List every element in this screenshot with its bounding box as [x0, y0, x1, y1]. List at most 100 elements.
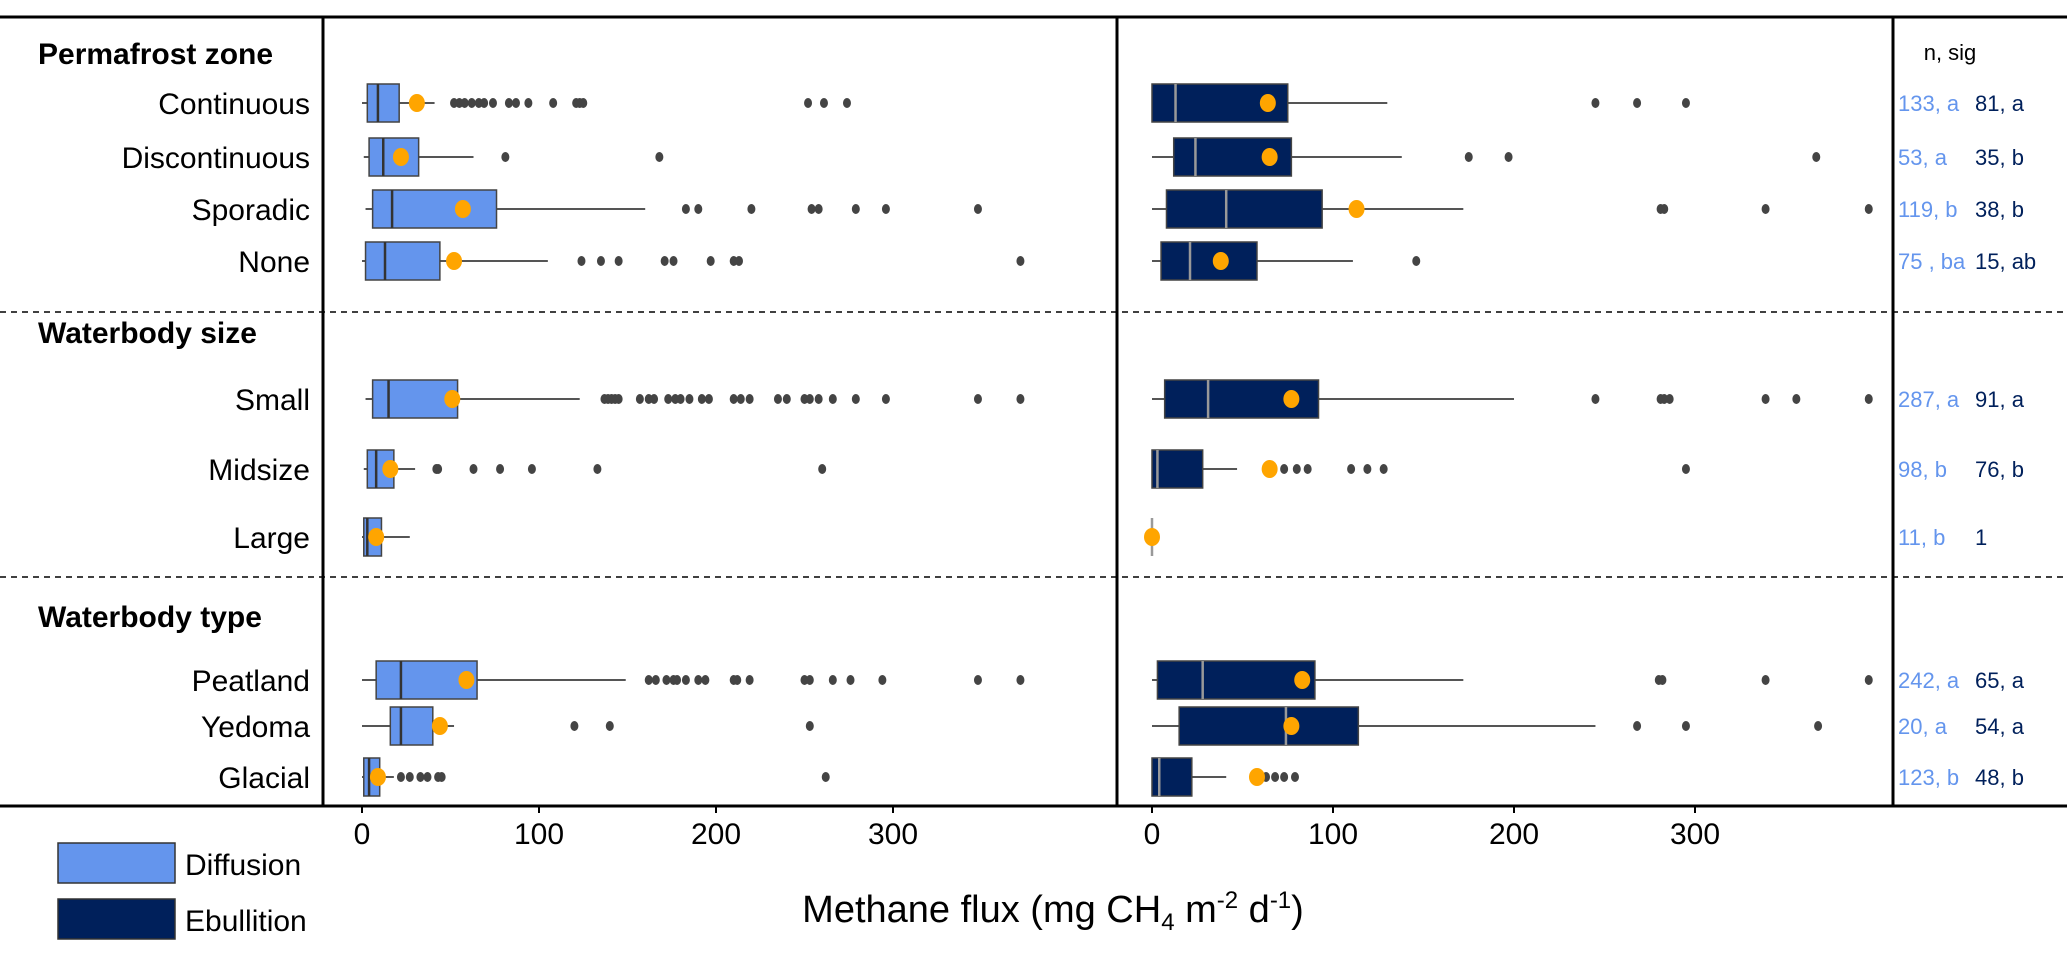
ebullition-tick-label: 100: [1308, 818, 1358, 851]
diffusion-n-sig: 123, b: [1898, 765, 1959, 790]
category-label: Continuous: [158, 88, 310, 121]
ebullition-box-discontinuous: [1152, 137, 1821, 177]
outlier-point: [805, 721, 814, 731]
iqr-box: [1178, 706, 1360, 746]
mean-point: [1248, 768, 1265, 786]
mean-point: [1259, 94, 1276, 112]
outlier-point: [614, 394, 623, 404]
outlier-point: [570, 721, 579, 731]
outlier-point: [1761, 394, 1770, 404]
outlier-point: [1814, 721, 1823, 731]
ebullition-box-sporadic: [1152, 189, 1873, 229]
outlier-point: [605, 721, 614, 731]
outlier-point: [729, 394, 738, 404]
outlier-point: [579, 98, 588, 108]
outlier-point: [1280, 772, 1289, 782]
diffusion-n-sig: 98, b: [1898, 457, 1947, 482]
outlier-point: [437, 772, 446, 782]
outlier-point: [577, 256, 586, 266]
mean-point: [1212, 252, 1229, 270]
outlier-point: [662, 675, 671, 685]
outlier-point: [1292, 464, 1301, 474]
outlier-point: [1016, 675, 1025, 685]
mean-point: [431, 717, 448, 735]
outlier-point: [773, 394, 782, 404]
outlier-point: [782, 394, 791, 404]
diffusion-box-discontinuous: [363, 137, 664, 177]
mean-point: [1283, 717, 1300, 735]
ebullition-box-none: [1152, 241, 1421, 281]
outlier-point: [733, 675, 742, 685]
diffusion-box-continuous: [362, 83, 851, 123]
chart-marks: [57, 83, 1873, 940]
outlier-point: [1280, 464, 1289, 474]
category-label: Large: [233, 522, 310, 555]
outlier-point: [496, 464, 505, 474]
outlier-point: [681, 675, 690, 685]
outlier-point: [694, 204, 703, 214]
outlier-point: [469, 464, 478, 474]
mean-point: [382, 460, 399, 478]
outlier-point: [527, 464, 536, 474]
outlier-point: [676, 394, 685, 404]
outlier-point: [685, 394, 694, 404]
diffusion-n-sig: 75 , ba: [1898, 249, 1966, 274]
category-label: Small: [235, 384, 310, 417]
outlier-point: [488, 98, 497, 108]
legend-swatch-diffusion: [57, 842, 176, 884]
mean-point: [392, 148, 409, 166]
iqr-box: [1156, 660, 1316, 700]
annotation-header: n, sig: [1924, 40, 1977, 65]
outlier-point: [973, 675, 982, 685]
outlier-point: [1660, 204, 1669, 214]
outlier-point: [842, 98, 851, 108]
mean-point: [1144, 528, 1160, 546]
category-label: Glacial: [218, 762, 310, 795]
ebullition-box-large: [1144, 518, 1160, 556]
outlier-point: [655, 152, 664, 162]
outlier-point: [1591, 98, 1600, 108]
outlier-point: [1016, 394, 1025, 404]
diffusion-box-sporadic: [365, 189, 982, 229]
ebullition-box-midsize: [1151, 449, 1690, 489]
mean-point: [446, 252, 463, 270]
outlier-point: [735, 256, 744, 266]
category-label: Peatland: [192, 665, 310, 698]
outlier-point: [651, 675, 660, 685]
outlier-point: [1504, 152, 1513, 162]
outlier-point: [1761, 675, 1770, 685]
outlier-point: [851, 394, 860, 404]
ebullition-n-sig: 81, a: [1975, 91, 2025, 116]
diffusion-box-none: [362, 241, 1025, 281]
legend-swatch-ebullition: [57, 898, 176, 940]
outlier-point: [878, 675, 887, 685]
outlier-point: [1271, 772, 1280, 782]
outlier-point: [405, 772, 414, 782]
outlier-point: [660, 256, 669, 266]
outlier-point: [423, 772, 432, 782]
chart-frame: [0, 15, 2067, 813]
x-axis-label: Methane flux (mg CH4 m-2 d-1): [802, 887, 1304, 936]
outlier-point: [1379, 464, 1388, 474]
outlier-point: [1412, 256, 1421, 266]
diffusion-box-large: [362, 517, 410, 557]
iqr-box: [1160, 241, 1258, 281]
outlier-point: [467, 98, 476, 108]
outlier-point: [511, 98, 520, 108]
outlier-point: [1658, 675, 1667, 685]
ebullition-box-yedoma: [1152, 706, 1823, 746]
iqr-box: [1151, 757, 1193, 797]
outlier-point: [549, 98, 558, 108]
outlier-point: [814, 204, 823, 214]
legend-label-diffusion: Diffusion: [185, 849, 301, 882]
diffusion-n-sig: 133, a: [1898, 91, 1960, 116]
outlier-point: [504, 98, 513, 108]
mean-point: [408, 94, 425, 112]
chart-texts: 0 100 200 300 0 100 200 300 n, sig Permafrost zon…: [38, 38, 2036, 938]
outlier-point: [706, 256, 715, 266]
outlier-point: [396, 772, 405, 782]
outlier-point: [818, 464, 827, 474]
ebullition-n-sig: 48, b: [1975, 765, 2024, 790]
mean-point: [368, 528, 385, 546]
